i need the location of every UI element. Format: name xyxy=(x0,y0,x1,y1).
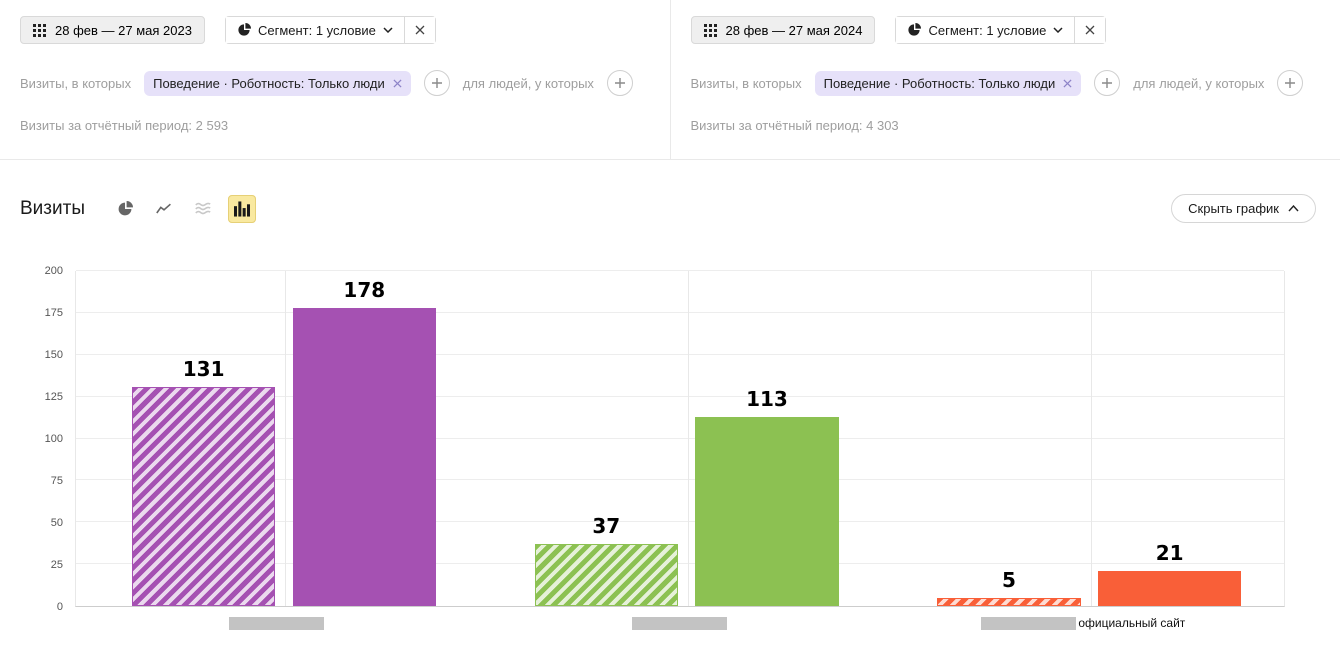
bar-hatched[interactable]: 5 xyxy=(937,568,1081,606)
y-tick-label: 125 xyxy=(44,391,63,403)
hide-chart-button[interactable]: Скрыть график xyxy=(1171,194,1316,223)
y-tick-label: 0 xyxy=(56,601,63,613)
bar-solid[interactable]: 113 xyxy=(695,387,839,606)
category-gridline xyxy=(688,271,690,606)
comparison-filters: 28 фев — 27 мая 2023 Сегмент: 1 условие xyxy=(0,0,1340,160)
y-axis: 0 25 50 75 100 125 150 175 200 xyxy=(20,265,75,613)
y-tick-label: 25 xyxy=(50,559,63,571)
y-tick-label: 175 xyxy=(44,307,63,319)
x-axis-label xyxy=(75,616,478,630)
add-people-condition-button[interactable] xyxy=(606,70,633,96)
x-axis-label: официальный сайт xyxy=(882,616,1285,630)
segment-label: Сегмент: 1 условие xyxy=(257,22,376,38)
bar-value-label: 5 xyxy=(1002,567,1016,592)
category-gridline xyxy=(1090,271,1092,606)
section-title: Визиты xyxy=(20,197,85,219)
plus-icon xyxy=(431,77,443,89)
bar-group: 37 113 xyxy=(479,271,882,606)
chevron-up-icon xyxy=(1288,205,1299,212)
bar-solid[interactable]: 178 xyxy=(292,278,436,606)
bar-hatched[interactable]: 131 xyxy=(131,357,276,606)
pie-chart-icon[interactable] xyxy=(110,194,139,223)
y-tick-label: 50 xyxy=(50,517,63,529)
category-gridline xyxy=(285,271,287,606)
x-axis-row: официальный сайт xyxy=(75,607,1285,639)
y-tick-label: 150 xyxy=(44,349,63,361)
segment-condition-chip[interactable]: Поведение · Роботность: Только люди xyxy=(814,70,1082,96)
calendar-grid-icon xyxy=(33,23,46,37)
bar-value-label: 113 xyxy=(746,386,788,411)
gridline xyxy=(76,437,1284,439)
segment-pie-icon xyxy=(907,23,922,37)
segment-condition-chip[interactable]: Поведение · Роботность: Только люди xyxy=(144,70,411,96)
comparison-panel-a: 28 фев — 27 мая 2023 Сегмент: 1 условие xyxy=(0,0,670,159)
date-range-label: 28 фев — 27 мая 2023 xyxy=(55,22,192,38)
bar-value-label: 131 xyxy=(182,356,225,381)
line-chart-icon[interactable] xyxy=(149,194,178,223)
people-condition-label: для людей, у которых xyxy=(1133,75,1265,91)
calendar-grid-icon xyxy=(703,23,717,37)
visits-condition-label: Визиты, в которых xyxy=(20,75,132,91)
gridline xyxy=(76,395,1284,397)
bar-value-label: 178 xyxy=(343,277,386,302)
chevron-down-icon xyxy=(383,27,393,33)
bar-value-label: 21 xyxy=(1155,540,1184,565)
visits-condition-label: Визиты, в которых xyxy=(690,75,802,91)
segment-control: Сегмент: 1 условие xyxy=(895,16,1107,44)
segment-remove-button[interactable] xyxy=(403,17,435,43)
chart-plot: 131 178 37 113 5 21 xyxy=(75,270,1285,607)
y-tick-label: 200 xyxy=(44,265,63,277)
chip-label: Поведение · Роботность: Только люди xyxy=(823,75,1056,91)
gridline xyxy=(76,353,1284,355)
chip-label: Поведение · Роботность: Только люди xyxy=(153,75,385,91)
hide-chart-label: Скрыть график xyxy=(1188,201,1279,216)
bar-hatched[interactable]: 37 xyxy=(534,514,678,606)
gridline xyxy=(76,563,1284,565)
close-icon xyxy=(415,25,425,35)
chip-close-icon[interactable] xyxy=(1063,78,1072,88)
plus-icon xyxy=(1101,77,1113,89)
redacted-label-box xyxy=(229,616,325,630)
chevron-down-icon xyxy=(1053,27,1063,33)
stacked-area-icon[interactable] xyxy=(188,194,217,223)
chart-header: Визиты Скрыть график xyxy=(0,160,1340,223)
period-visits-total: Визиты за отчётный период: 2 593 xyxy=(20,118,229,133)
redacted-label-box xyxy=(632,616,728,630)
gridline xyxy=(76,311,1284,313)
gridline xyxy=(76,270,1284,271)
x-axis-label-text: официальный сайт xyxy=(1078,616,1186,630)
redacted-label-box xyxy=(981,616,1077,630)
add-visit-condition-button[interactable] xyxy=(1094,70,1121,96)
segment-control: Сегмент: 1 условие xyxy=(224,16,436,44)
x-axis-label xyxy=(478,616,881,630)
gridline xyxy=(76,521,1284,523)
bar-group: 5 21 xyxy=(881,271,1284,606)
visits-bar-chart: 0 25 50 75 100 125 150 175 200 131 178 37 113 5 21 оф… xyxy=(20,265,1285,639)
bar-chart-icon[interactable] xyxy=(227,194,256,223)
bar-value-label: 37 xyxy=(592,514,621,539)
y-tick-label: 100 xyxy=(44,433,63,445)
people-condition-label: для людей, у которых xyxy=(462,75,594,91)
y-tick-label: 75 xyxy=(50,475,63,487)
add-people-condition-button[interactable] xyxy=(1277,70,1304,96)
date-range-button[interactable]: 28 фев — 27 мая 2023 xyxy=(20,16,205,44)
segment-button[interactable]: Сегмент: 1 условие xyxy=(225,17,404,43)
segment-remove-button[interactable] xyxy=(1074,17,1106,43)
plus-icon xyxy=(1284,77,1296,89)
comparison-panel-b: 28 фев — 27 мая 2024 Сегмент: 1 условие xyxy=(669,0,1340,159)
gridline xyxy=(76,479,1284,481)
add-visit-condition-button[interactable] xyxy=(423,70,450,96)
chip-close-icon[interactable] xyxy=(393,78,402,88)
segment-label: Сегмент: 1 условие xyxy=(928,22,1047,38)
period-visits-total: Визиты за отчётный период: 4 303 xyxy=(690,118,899,133)
date-range-label: 28 фев — 27 мая 2024 xyxy=(725,22,863,38)
bar-group: 131 178 xyxy=(76,271,479,606)
bar-solid[interactable]: 21 xyxy=(1097,541,1242,606)
segment-pie-icon xyxy=(237,23,251,37)
date-range-button[interactable]: 28 фев — 27 мая 2024 xyxy=(690,16,876,44)
segment-button[interactable]: Сегмент: 1 условие xyxy=(896,17,1075,43)
close-icon xyxy=(1085,25,1095,35)
plus-icon xyxy=(614,77,626,89)
